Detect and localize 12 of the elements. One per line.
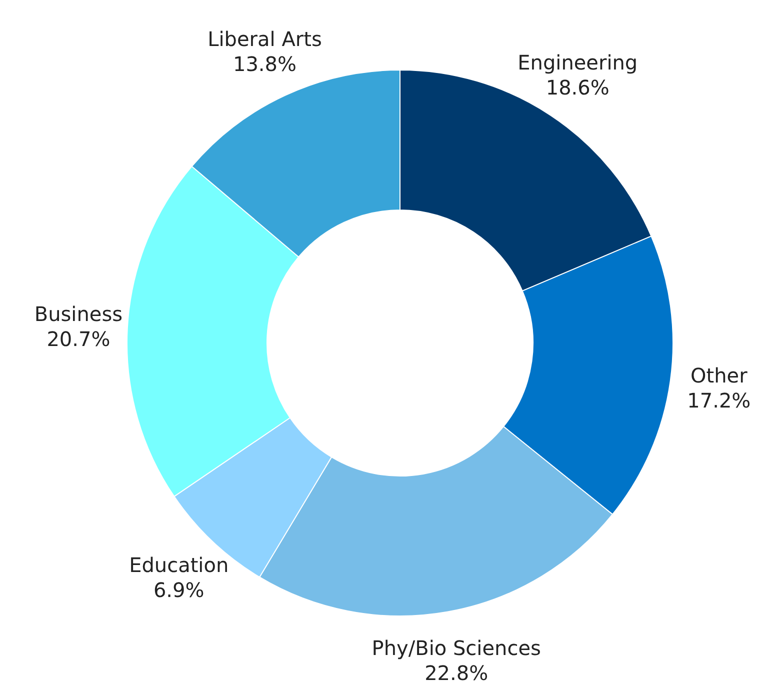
data-label: 18.6%	[546, 75, 610, 100]
data-label: 13.8%	[232, 52, 297, 76]
slice-label: Education	[129, 553, 229, 578]
data-label: 20.7%	[46, 326, 110, 351]
data-label: 17.2%	[687, 388, 751, 412]
slice-label: Other	[690, 363, 748, 388]
slice-label: Phy/Bio Sciences	[372, 636, 541, 660]
data-label: 22.8%	[424, 661, 488, 684]
slice-label: Engineering	[518, 50, 638, 74]
slice-label: Business	[34, 302, 123, 326]
data-label: 6.9%	[153, 578, 204, 602]
slice-label: Liberal Arts	[208, 26, 322, 51]
